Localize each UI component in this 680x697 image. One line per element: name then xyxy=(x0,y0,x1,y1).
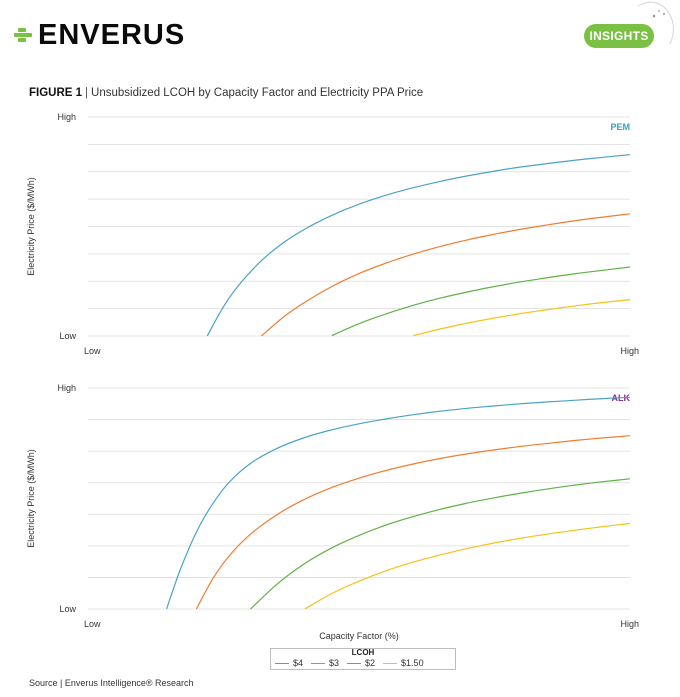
series-line-1-50 xyxy=(304,522,631,610)
series-line-3 xyxy=(261,213,631,337)
figure-separator: | xyxy=(85,87,89,99)
decorative-curve-icon xyxy=(637,1,674,45)
y-tick-label: Low xyxy=(59,604,76,614)
series-line-4 xyxy=(206,154,631,337)
legend: LCOH $4 $3 $2 $1.50 xyxy=(270,648,456,670)
legend-title: LCOH xyxy=(351,648,375,657)
y-axis-label: Electricity Price ($/MWh) xyxy=(26,177,36,276)
legend-label: $3 xyxy=(329,658,340,668)
source-note: Source | Enverus Intelligence® Research xyxy=(29,678,194,688)
legend-swatch-icon xyxy=(383,662,398,664)
legend-label: $4 xyxy=(293,658,304,668)
legend-swatch-icon xyxy=(275,662,289,664)
figure-title-text: Unsubsidized LCOH by Capacity Factor and… xyxy=(91,87,424,99)
legend-label: $2 xyxy=(365,658,376,668)
x-tick-label: Low xyxy=(84,346,101,356)
series-line-2 xyxy=(250,478,631,610)
y-tick-label: High xyxy=(57,383,76,393)
series-line-4 xyxy=(166,396,631,610)
legend-item: $3 xyxy=(311,658,339,668)
legend-item: $1.50 xyxy=(383,658,424,668)
legend-item: $2 xyxy=(347,658,375,668)
series-line-1-50 xyxy=(413,299,631,337)
series-line-2 xyxy=(331,266,631,337)
panel-label: PEM xyxy=(610,122,630,132)
legend-swatch-icon xyxy=(347,662,362,664)
figure-title: FIGURE 1 | Unsubsidized LCOH by Capacity F… xyxy=(29,87,423,99)
legend-items: $4 $3 $2 $1.50 xyxy=(275,658,432,668)
logo-mark-icon xyxy=(14,24,36,46)
insights-badge: INSIGHTS xyxy=(584,24,654,48)
chart-panel-pem: High Low Low High Electricity Price ($/MWh) P… xyxy=(26,112,639,356)
x-tick-label: High xyxy=(620,619,639,629)
x-axis-label: Capacity Factor (%) xyxy=(319,631,399,641)
legend-label: $1.50 xyxy=(401,658,424,668)
figure-label: FIGURE 1 xyxy=(29,87,83,99)
x-tick-label: Low xyxy=(84,619,101,629)
y-tick-label: Low xyxy=(59,331,76,341)
y-axis-label: Electricity Price ($/MWh) xyxy=(26,449,36,548)
brand-name: ENVERUS xyxy=(38,19,186,51)
x-tick-label: High xyxy=(620,346,639,356)
series-line-3 xyxy=(195,435,631,610)
enverus-logo: ENVERUS xyxy=(14,20,185,50)
legend-swatch-icon xyxy=(311,662,326,664)
chart-panel-alk: High Low Low High Electricity Price ($/MWh) C… xyxy=(26,383,639,641)
legend-item: $4 xyxy=(275,658,303,668)
y-tick-label: High xyxy=(57,112,76,122)
